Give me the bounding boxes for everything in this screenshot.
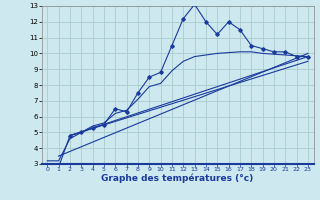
X-axis label: Graphe des températures (°c): Graphe des températures (°c) — [101, 174, 254, 183]
